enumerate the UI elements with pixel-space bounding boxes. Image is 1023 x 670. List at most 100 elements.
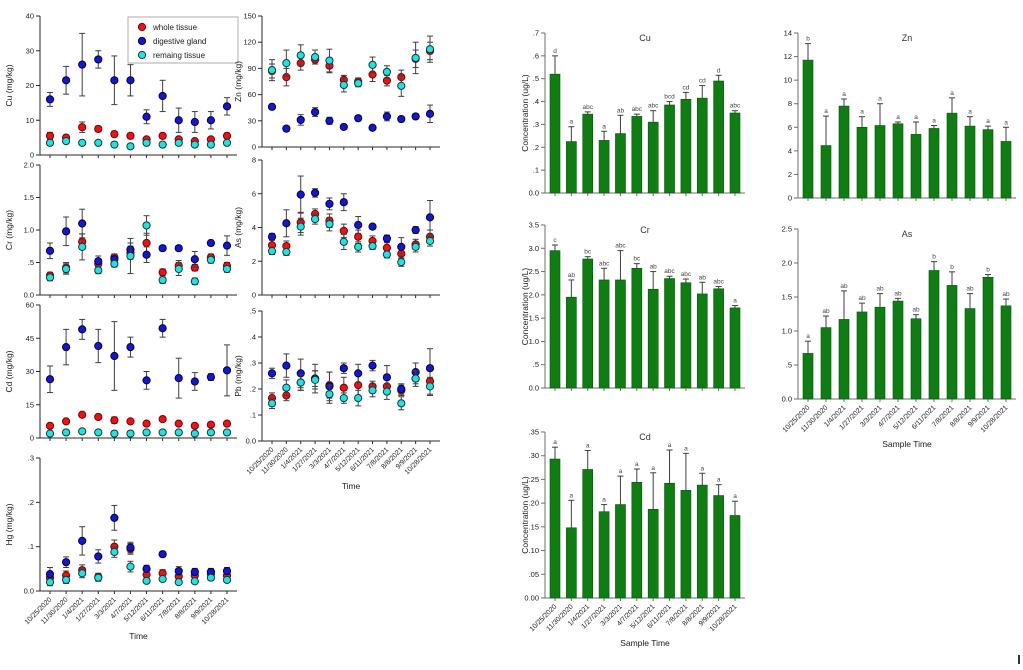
data-point <box>339 198 348 207</box>
bar <box>647 121 659 194</box>
data-point <box>61 76 71 85</box>
y-tick-label: 6 <box>252 189 256 198</box>
sig-letter: ab <box>912 307 920 314</box>
bar <box>664 278 675 389</box>
x-axis-title: Sample Time <box>620 638 670 648</box>
bar <box>598 140 610 194</box>
sig-letter: abc <box>681 271 692 278</box>
y-tick-label: .30 <box>529 451 539 460</box>
data-point <box>158 550 167 559</box>
bar <box>664 104 675 194</box>
y-axis-title: Zn (mg/kg) <box>233 61 243 102</box>
x-axis-title: Time <box>342 481 361 491</box>
y-axis-title: As (mg/kg) <box>233 207 243 248</box>
y-tick-label: .5 <box>250 307 256 316</box>
data-point <box>78 60 87 69</box>
data-point <box>282 247 291 257</box>
data-point <box>110 351 119 361</box>
sig-letter: a <box>651 465 655 472</box>
data-point <box>78 123 87 132</box>
bar <box>874 306 886 400</box>
sig-letter: abc <box>664 268 675 275</box>
bar <box>647 509 659 599</box>
data-point <box>61 264 71 274</box>
bar <box>582 469 594 599</box>
data-point <box>222 264 232 274</box>
data-point <box>110 76 119 85</box>
bar <box>838 319 850 400</box>
series-digestive-gland <box>45 504 232 582</box>
data-point <box>190 377 199 386</box>
y-tick-label: .5 <box>28 258 34 267</box>
sig-letter: a <box>733 298 737 305</box>
y-axis-title: Concentration (ug/L) <box>520 476 530 554</box>
y-tick-label: 8 <box>788 99 792 108</box>
series-whole-tissue <box>45 232 232 280</box>
bar <box>631 116 643 194</box>
data-point <box>425 213 435 222</box>
bar <box>647 288 659 389</box>
chart-title: Cd <box>639 432 651 442</box>
data-point <box>142 564 151 573</box>
data-point <box>61 575 71 585</box>
data-point <box>382 250 392 259</box>
data-point <box>45 138 55 147</box>
data-point <box>158 91 167 101</box>
bar <box>631 268 643 389</box>
bar <box>892 123 904 199</box>
x-axis-title: Time <box>129 631 148 641</box>
data-point <box>354 369 363 378</box>
sig-letter: abc <box>730 103 741 110</box>
y-tick-label: 10 <box>784 76 792 85</box>
sig-letter: ab <box>858 295 866 302</box>
data-point <box>425 236 435 246</box>
data-point <box>61 558 71 567</box>
data-point <box>158 574 167 584</box>
data-point <box>126 562 135 571</box>
data-point <box>174 116 183 125</box>
data-point <box>339 226 348 235</box>
y-tick-label: .7 <box>533 29 539 38</box>
data-point <box>206 238 216 248</box>
bar <box>729 515 741 599</box>
sig-letter: ab <box>822 308 830 315</box>
y-tick-label: 2.5 <box>529 267 539 276</box>
data-point <box>126 417 135 426</box>
sig-letter: abc <box>599 260 610 267</box>
data-point <box>310 375 320 384</box>
y-tick-label: 10 <box>26 116 34 125</box>
sig-letter: bc <box>584 249 592 256</box>
series-whole-tissue <box>45 410 232 430</box>
bar <box>713 288 724 389</box>
data-point <box>382 243 392 252</box>
panel-as_tissue: 0 2 4 6 8 As (mg/kg) <box>233 156 440 300</box>
bar <box>982 276 994 400</box>
data-point <box>222 366 232 375</box>
data-point <box>110 416 119 425</box>
sig-letter: ab <box>1002 291 1010 298</box>
series-digestive-gland <box>267 348 435 402</box>
data-point <box>425 364 435 373</box>
y-tick-label: 45 <box>26 334 34 343</box>
sig-letter: ab <box>568 272 576 279</box>
sig-letter: a <box>570 492 574 499</box>
chart-title: Zn <box>902 33 913 43</box>
data-point <box>267 399 277 408</box>
y-tick-label: 0.00 <box>524 594 539 603</box>
sig-letter: a <box>968 109 972 116</box>
panel-cu_water: 0.0 .1 .2 .3 .4 .5 .6 .7 Concentration (ug/L) d a a… <box>520 29 745 198</box>
data-point <box>425 45 435 54</box>
legend-marker <box>137 22 147 32</box>
sig-letter: b <box>950 264 954 271</box>
y-axis-title: Cr (mg/kg) <box>4 210 14 250</box>
sig-letter: ab <box>966 286 974 293</box>
bar <box>928 128 940 199</box>
data-point <box>174 578 183 587</box>
data-point <box>174 264 183 274</box>
series-remaing-tissue <box>45 427 232 438</box>
data-point <box>142 112 151 121</box>
y-tick-label: 30 <box>248 116 256 125</box>
data-point <box>411 53 420 63</box>
bar <box>680 490 692 599</box>
data-point <box>78 569 87 578</box>
